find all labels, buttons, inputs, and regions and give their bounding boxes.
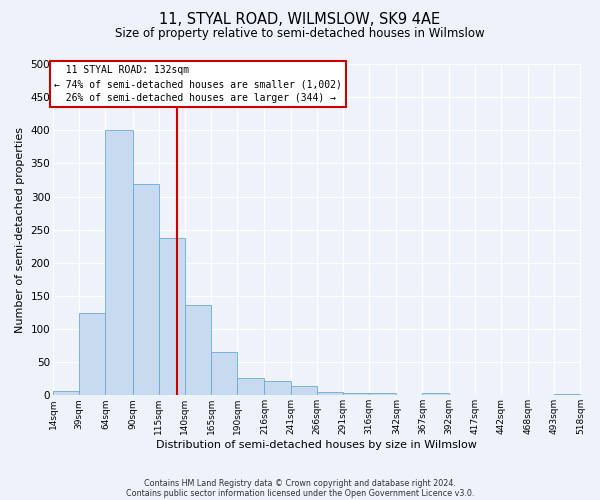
- Bar: [422, 394, 449, 396]
- Bar: [211, 352, 237, 396]
- Bar: [554, 394, 580, 396]
- Bar: [343, 392, 369, 396]
- Text: Contains public sector information licensed under the Open Government Licence v3: Contains public sector information licen…: [126, 488, 474, 498]
- Bar: [185, 305, 211, 396]
- Text: 11 STYAL ROAD: 132sqm
← 74% of semi-detached houses are smaller (1,002)
  26% of: 11 STYAL ROAD: 132sqm ← 74% of semi-deta…: [54, 66, 342, 104]
- Y-axis label: Number of semi-detached properties: Number of semi-detached properties: [15, 126, 25, 332]
- Bar: [53, 390, 79, 396]
- X-axis label: Distribution of semi-detached houses by size in Wilmslow: Distribution of semi-detached houses by …: [157, 440, 477, 450]
- Text: 11, STYAL ROAD, WILMSLOW, SK9 4AE: 11, STYAL ROAD, WILMSLOW, SK9 4AE: [160, 12, 440, 28]
- Bar: [317, 392, 343, 396]
- Text: Contains HM Land Registry data © Crown copyright and database right 2024.: Contains HM Land Registry data © Crown c…: [144, 478, 456, 488]
- Text: Size of property relative to semi-detached houses in Wilmslow: Size of property relative to semi-detach…: [115, 28, 485, 40]
- Bar: [159, 238, 185, 396]
- Bar: [290, 386, 317, 396]
- Bar: [369, 394, 397, 396]
- Bar: [265, 382, 290, 396]
- Bar: [237, 378, 265, 396]
- Bar: [133, 184, 159, 396]
- Bar: [79, 313, 106, 396]
- Bar: [106, 130, 133, 396]
